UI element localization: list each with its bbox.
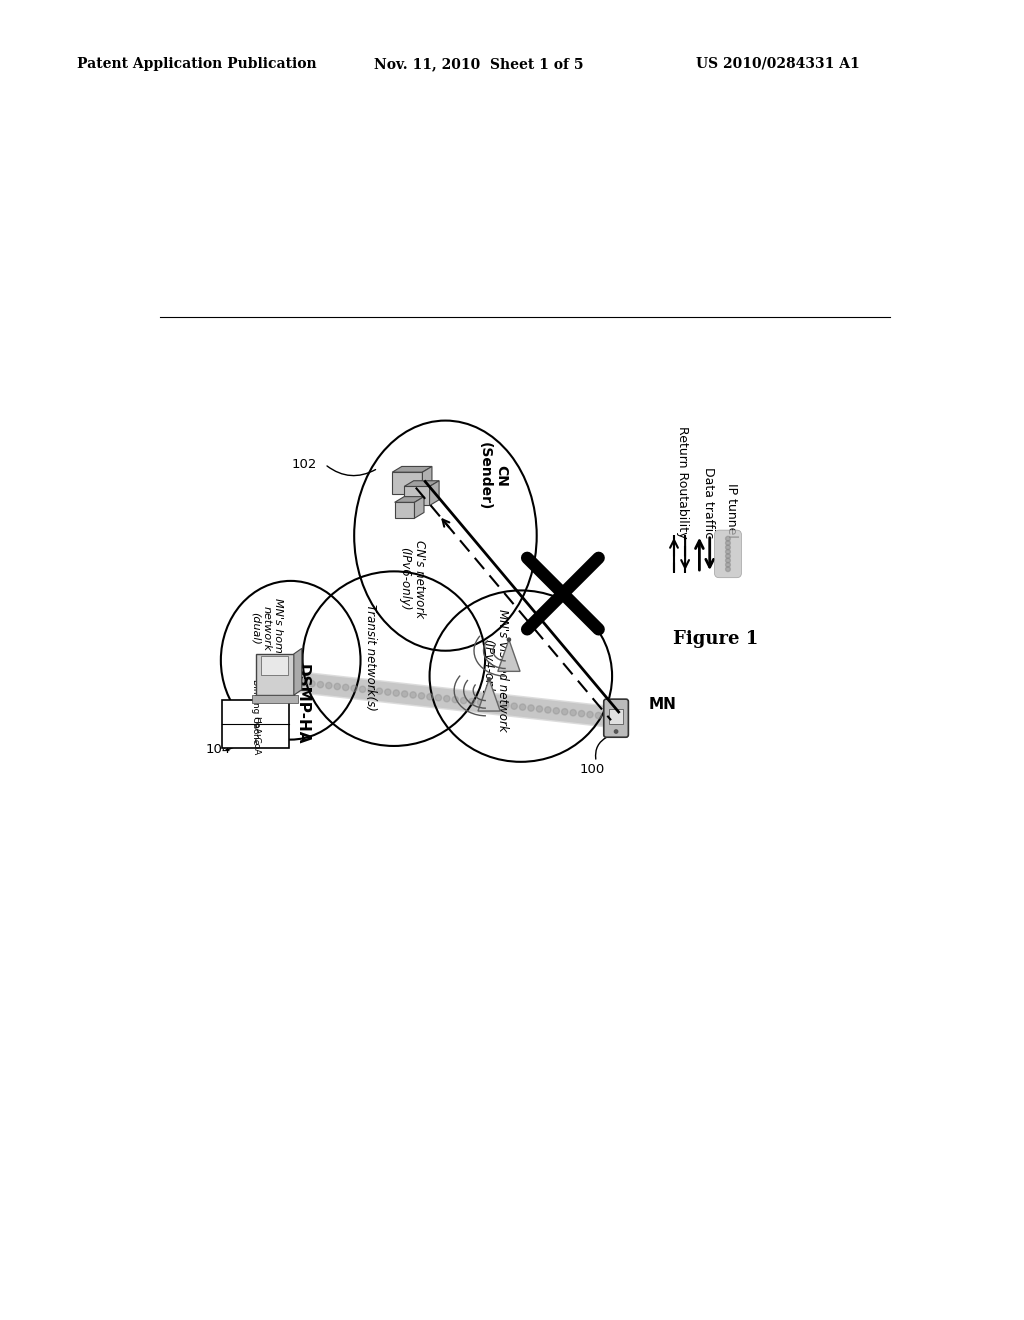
- Bar: [221, 700, 289, 747]
- Circle shape: [726, 536, 730, 541]
- Circle shape: [477, 700, 483, 706]
- Text: 100: 100: [580, 763, 605, 776]
- Text: 102: 102: [292, 458, 316, 471]
- Circle shape: [309, 681, 315, 686]
- Circle shape: [485, 700, 493, 706]
- Circle shape: [537, 706, 543, 713]
- Circle shape: [495, 701, 501, 708]
- Circle shape: [595, 713, 601, 718]
- Circle shape: [545, 706, 551, 713]
- Circle shape: [469, 698, 475, 705]
- Circle shape: [342, 684, 349, 690]
- Polygon shape: [394, 496, 424, 503]
- Polygon shape: [423, 466, 432, 495]
- Text: Patent Application Publication: Patent Application Publication: [77, 57, 316, 71]
- Bar: [261, 656, 288, 675]
- Circle shape: [726, 566, 730, 572]
- Circle shape: [726, 553, 730, 558]
- Circle shape: [326, 682, 332, 689]
- Circle shape: [726, 562, 730, 568]
- Text: DSMP-HA: DSMP-HA: [295, 664, 310, 744]
- Polygon shape: [392, 466, 432, 473]
- Polygon shape: [415, 496, 424, 519]
- Text: MN's visited network
(IPv4-only): MN's visited network (IPv4-only): [480, 610, 509, 731]
- Circle shape: [511, 704, 517, 709]
- FancyBboxPatch shape: [604, 700, 629, 738]
- Polygon shape: [430, 480, 439, 506]
- Circle shape: [726, 541, 730, 545]
- Circle shape: [401, 690, 408, 697]
- Circle shape: [487, 677, 490, 681]
- Text: Binding Cache: Binding Cache: [251, 678, 260, 744]
- Polygon shape: [294, 648, 302, 696]
- Circle shape: [427, 693, 433, 700]
- Circle shape: [461, 697, 467, 704]
- Circle shape: [452, 697, 459, 702]
- Text: CN
(Sender): CN (Sender): [478, 442, 508, 511]
- Bar: [252, 696, 298, 704]
- FancyBboxPatch shape: [256, 653, 294, 696]
- Circle shape: [614, 730, 617, 733]
- Text: Return Routability: Return Routability: [676, 425, 688, 539]
- Circle shape: [359, 686, 366, 693]
- Text: IP tunnel: IP tunnel: [725, 483, 737, 539]
- Circle shape: [284, 677, 290, 684]
- FancyBboxPatch shape: [715, 531, 741, 578]
- Polygon shape: [498, 640, 520, 672]
- Text: US 2010/0284331 A1: US 2010/0284331 A1: [696, 57, 860, 71]
- Bar: [394, 503, 415, 519]
- Text: Figure 1: Figure 1: [673, 630, 758, 648]
- Circle shape: [726, 545, 730, 549]
- Bar: [609, 709, 623, 723]
- Circle shape: [507, 638, 511, 642]
- Circle shape: [561, 709, 568, 715]
- Circle shape: [385, 689, 391, 696]
- Circle shape: [587, 711, 593, 718]
- Circle shape: [579, 710, 585, 717]
- Circle shape: [527, 705, 535, 711]
- Text: MN's home
network
(dual): MN's home network (dual): [250, 598, 284, 660]
- Circle shape: [376, 688, 383, 694]
- Text: Transit network(s): Transit network(s): [364, 603, 377, 710]
- Circle shape: [435, 694, 441, 701]
- Polygon shape: [478, 680, 500, 711]
- Circle shape: [410, 692, 417, 698]
- Circle shape: [393, 690, 399, 696]
- Bar: [404, 487, 430, 506]
- Circle shape: [570, 710, 577, 715]
- Circle shape: [334, 684, 340, 689]
- Text: MN: MN: [648, 697, 676, 713]
- Circle shape: [317, 681, 324, 688]
- Circle shape: [503, 702, 509, 709]
- Text: 104: 104: [206, 743, 231, 756]
- Circle shape: [368, 688, 374, 693]
- Circle shape: [519, 704, 525, 710]
- Circle shape: [292, 678, 298, 685]
- Text: Nov. 11, 2010  Sheet 1 of 5: Nov. 11, 2010 Sheet 1 of 5: [374, 57, 584, 71]
- Circle shape: [300, 680, 307, 686]
- Circle shape: [351, 685, 357, 692]
- Circle shape: [443, 696, 450, 702]
- Circle shape: [612, 714, 618, 721]
- Text: HoA-CoA: HoA-CoA: [251, 715, 260, 755]
- Polygon shape: [404, 480, 439, 487]
- Circle shape: [553, 708, 559, 714]
- Bar: [392, 473, 423, 495]
- Circle shape: [726, 558, 730, 562]
- Circle shape: [726, 549, 730, 554]
- Circle shape: [419, 693, 425, 700]
- Text: CN's network
(IPv6-only): CN's network (IPv6-only): [398, 540, 426, 618]
- Circle shape: [604, 713, 610, 719]
- Text: Data traffic: Data traffic: [701, 467, 715, 539]
